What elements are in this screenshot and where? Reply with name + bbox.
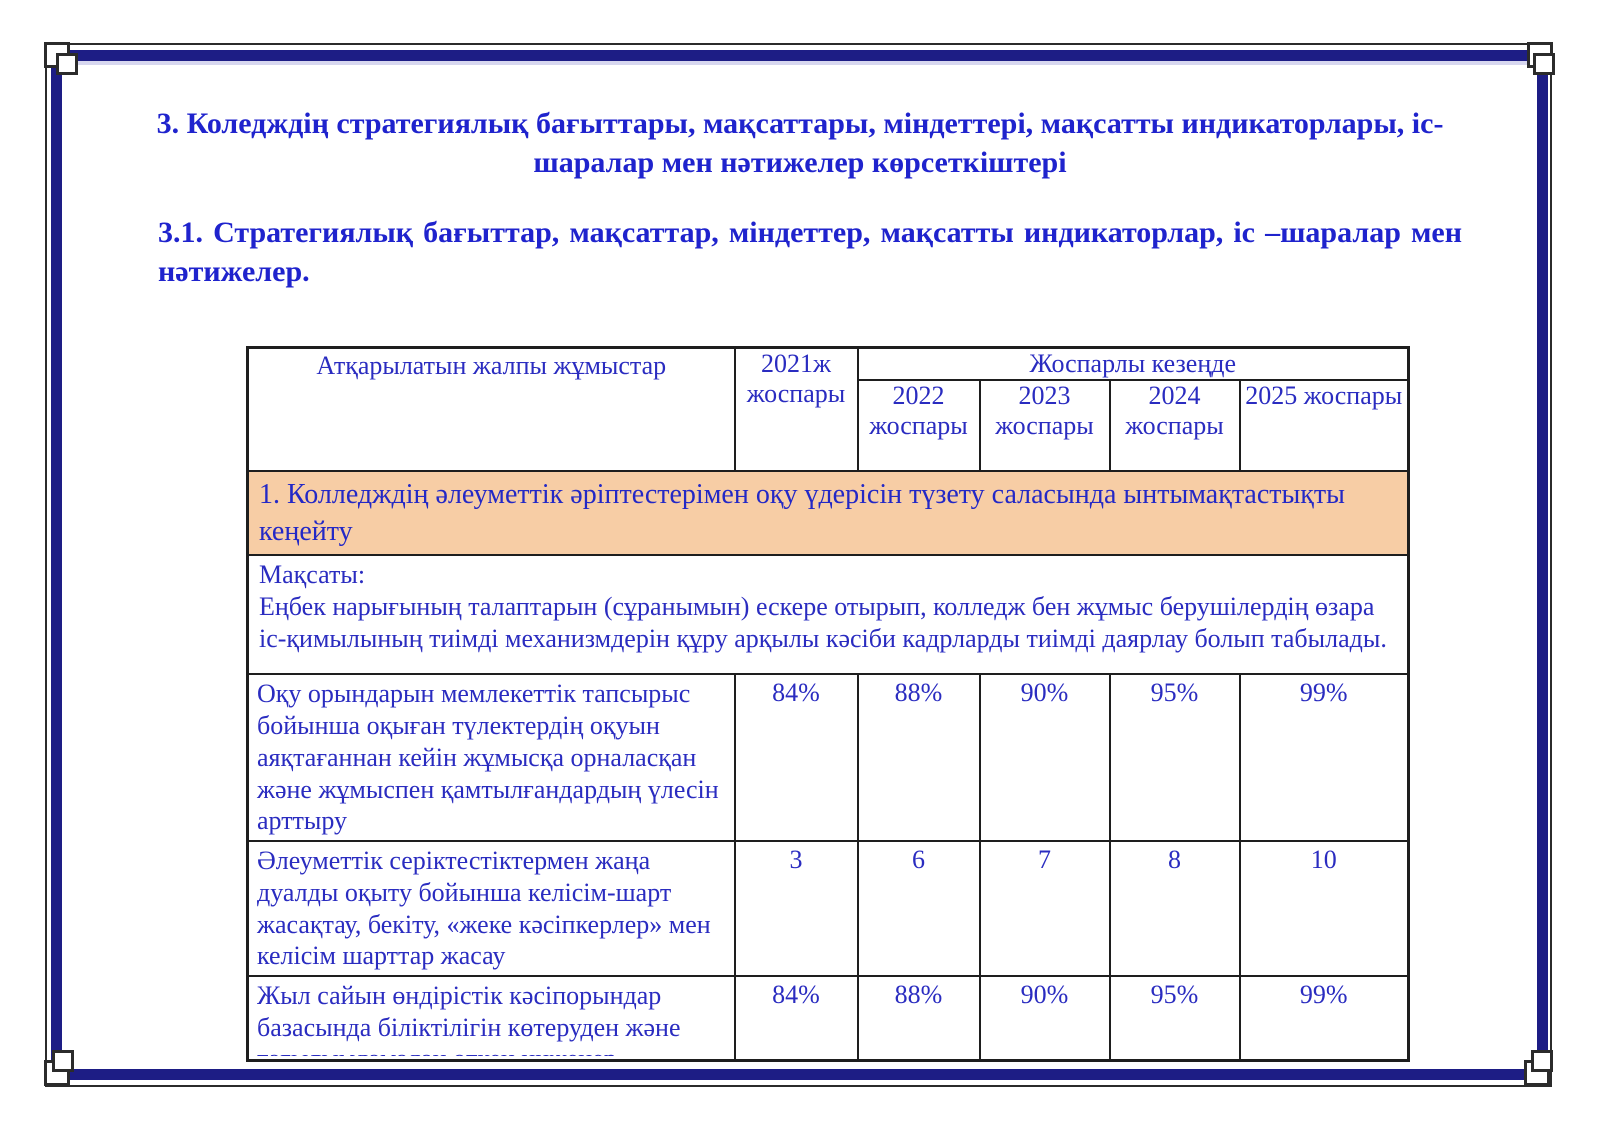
table-row: Әлеуметтік серіктестіктермен жаңа дуалды… <box>246 840 1410 977</box>
header-planned-period: Жоспарлы кезеңде <box>856 346 1410 381</box>
goal-text: Еңбек нарығының талаптарын (сұранымын) е… <box>259 592 1387 653</box>
header-works: Атқарылатын жалпы жұмыстар <box>246 346 736 472</box>
activity-cell: Әлеуметтік серіктестіктермен жаңа дуалды… <box>246 840 736 977</box>
value-cell: 99% <box>1238 974 1410 1062</box>
value-cell: 99% <box>1238 673 1410 843</box>
header-row-years: 2022 жоспары 2023 жоспары 2024 жоспары 2… <box>248 379 1410 472</box>
section-title: 1. Колледждің әлеуметтік әріптестерімен … <box>246 469 1410 557</box>
header-year-2024: 2024 жоспары <box>1108 379 1241 472</box>
value-cell: 8 <box>1108 840 1241 977</box>
page-border-highlight <box>66 61 1534 65</box>
document-subtitle: 3.1. Стратегиялық бағыттар, мақсаттар, м… <box>158 216 1462 288</box>
page-border-navy <box>51 50 1548 1080</box>
activity-text-clipped: Жыл сайын өндірістік кәсіпорындар базасы… <box>257 980 681 1056</box>
document-title: 3. Коледждің стратегиялық бағыттары, мақ… <box>156 107 1444 179</box>
corner-ornament-bl-inner <box>52 1050 74 1072</box>
header-year-2022: 2022 жоспары <box>856 379 981 472</box>
corner-ornament-tr-inner <box>1533 53 1555 75</box>
strategy-indicators-table: Атқарылатын жалпы жұмыстар 2021ж жоспары… <box>246 346 1410 1062</box>
value-cell: 7 <box>978 840 1111 977</box>
value-cell: 84% <box>733 673 859 843</box>
value-cell: 95% <box>1108 673 1241 843</box>
header-year-2025: 2025 жоспары <box>1238 379 1410 472</box>
header-year-2023: 2023 жоспары <box>978 379 1111 472</box>
header-row-top: Атқарылатын жалпы жұмыстар 2021ж жоспары… <box>246 346 1410 472</box>
page-border-thin <box>45 43 1552 1087</box>
activity-cell: Оқу орындарын мемлекеттік тапсырыс бойын… <box>246 673 736 843</box>
corner-ornament-br-inner <box>1531 1050 1553 1072</box>
value-cell: 10 <box>1238 840 1410 977</box>
value-cell: 95% <box>1108 974 1241 1062</box>
activity-cell: Жыл сайын өндірістік кәсіпорындар базасы… <box>246 974 736 1062</box>
goal-label: Мақсаты: <box>259 560 366 590</box>
value-cell: 88% <box>856 673 981 843</box>
table-row: Оқу орындарын мемлекеттік тапсырыс бойын… <box>246 673 1410 843</box>
value-cell: 88% <box>856 974 981 1062</box>
header-plan-2021: 2021ж жоспары <box>733 346 859 472</box>
corner-ornament-tl-inner <box>56 53 78 75</box>
value-cell: 6 <box>856 840 981 977</box>
goal-row: Мақсаты: Еңбек нарығының талаптарын (сұр… <box>246 554 1410 676</box>
value-cell: 3 <box>733 840 859 977</box>
value-cell: 84% <box>733 974 859 1062</box>
value-cell: 90% <box>978 974 1111 1062</box>
value-cell: 90% <box>978 673 1111 843</box>
table-row: Жыл сайын өндірістік кәсіпорындар базасы… <box>246 974 1410 1062</box>
goal-cell: Мақсаты: Еңбек нарығының талаптарын (сұр… <box>246 554 1410 676</box>
section-title-row: 1. Колледждің әлеуметтік әріптестерімен … <box>246 469 1410 557</box>
